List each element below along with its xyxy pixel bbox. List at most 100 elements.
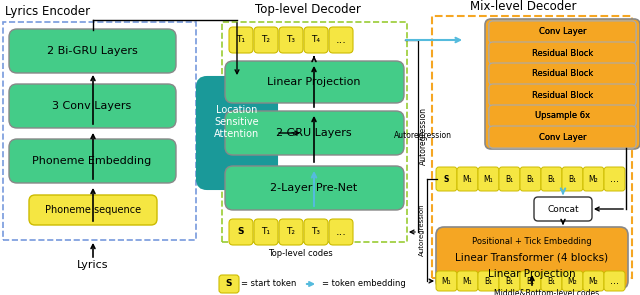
FancyBboxPatch shape	[225, 61, 404, 103]
Text: Conv Layer: Conv Layer	[539, 132, 586, 142]
FancyBboxPatch shape	[534, 197, 592, 221]
Text: Autoregression: Autoregression	[394, 132, 452, 140]
Text: T₂: T₂	[262, 35, 271, 45]
FancyBboxPatch shape	[489, 21, 636, 43]
Text: M₁: M₁	[463, 175, 472, 183]
FancyBboxPatch shape	[499, 271, 520, 291]
FancyBboxPatch shape	[562, 167, 583, 191]
FancyBboxPatch shape	[604, 167, 625, 191]
Text: B₁: B₁	[527, 175, 534, 183]
Text: Attention: Attention	[214, 129, 260, 139]
Bar	[3, 22, 196, 240]
FancyBboxPatch shape	[541, 167, 562, 191]
Text: Location: Location	[216, 105, 258, 115]
FancyBboxPatch shape	[254, 27, 278, 53]
FancyBboxPatch shape	[229, 219, 253, 245]
Text: Top-level codes: Top-level codes	[268, 250, 332, 258]
FancyBboxPatch shape	[329, 219, 353, 245]
Text: S: S	[444, 175, 449, 183]
FancyBboxPatch shape	[329, 27, 353, 53]
Text: 3 Conv Layers: 3 Conv Layers	[52, 101, 132, 111]
Text: M₂: M₂	[589, 276, 598, 286]
FancyBboxPatch shape	[436, 227, 628, 289]
Text: T₃: T₃	[287, 35, 296, 45]
Text: Conv Layer: Conv Layer	[539, 27, 586, 37]
Text: S: S	[237, 227, 244, 237]
Text: Sensitive: Sensitive	[214, 117, 259, 127]
FancyBboxPatch shape	[197, 77, 277, 189]
FancyBboxPatch shape	[457, 167, 478, 191]
Text: Lyrics: Lyrics	[77, 260, 109, 270]
Text: Concat: Concat	[547, 204, 579, 214]
Text: Autoregression: Autoregression	[419, 204, 425, 256]
Text: M₂: M₂	[589, 175, 598, 183]
Text: Positional + Tick Embedding: Positional + Tick Embedding	[472, 237, 592, 247]
FancyBboxPatch shape	[489, 126, 636, 148]
FancyBboxPatch shape	[9, 29, 176, 73]
Bar	[222, 22, 407, 242]
FancyBboxPatch shape	[489, 126, 636, 148]
Text: Residual Block: Residual Block	[532, 91, 593, 99]
FancyBboxPatch shape	[254, 219, 278, 245]
FancyBboxPatch shape	[541, 271, 562, 291]
Text: Residual Block: Residual Block	[532, 48, 593, 58]
Text: Residual Block: Residual Block	[532, 70, 593, 78]
Text: Conv Layer: Conv Layer	[539, 132, 586, 142]
Text: M₁: M₁	[484, 175, 493, 183]
Text: 2 Bi-GRU Layers: 2 Bi-GRU Layers	[47, 46, 138, 56]
Text: B₁: B₁	[506, 276, 513, 286]
Text: Middle&Bottom-level codes: Middle&Bottom-level codes	[495, 289, 600, 295]
FancyBboxPatch shape	[229, 27, 253, 53]
Text: Top-level Decoder: Top-level Decoder	[255, 2, 361, 16]
Text: B₁: B₁	[484, 276, 493, 286]
FancyBboxPatch shape	[489, 105, 636, 127]
Text: T₁: T₁	[237, 35, 246, 45]
FancyBboxPatch shape	[436, 167, 457, 191]
FancyBboxPatch shape	[9, 139, 176, 183]
Text: Phoneme Embedding: Phoneme Embedding	[33, 156, 152, 166]
Text: Conv Layer: Conv Layer	[539, 27, 586, 37]
Text: B₁: B₁	[506, 175, 513, 183]
FancyBboxPatch shape	[499, 167, 520, 191]
Text: Linear Projection: Linear Projection	[268, 77, 361, 87]
Text: Residual Block: Residual Block	[532, 91, 593, 99]
FancyBboxPatch shape	[520, 167, 541, 191]
FancyBboxPatch shape	[562, 271, 583, 291]
FancyBboxPatch shape	[219, 275, 239, 293]
Text: Lyrics Encoder: Lyrics Encoder	[5, 6, 90, 19]
Text: T₄: T₄	[312, 35, 321, 45]
Text: ...: ...	[335, 35, 346, 45]
FancyBboxPatch shape	[583, 167, 604, 191]
FancyBboxPatch shape	[304, 219, 328, 245]
Text: Residual Block: Residual Block	[532, 70, 593, 78]
FancyBboxPatch shape	[478, 167, 499, 191]
Text: T₁: T₁	[262, 227, 271, 237]
FancyBboxPatch shape	[604, 271, 625, 291]
FancyBboxPatch shape	[29, 195, 157, 225]
FancyBboxPatch shape	[9, 84, 176, 128]
Text: B₁: B₁	[547, 175, 556, 183]
Text: ...: ...	[610, 276, 619, 286]
Text: S: S	[226, 279, 232, 289]
FancyBboxPatch shape	[583, 271, 604, 291]
Text: T₂: T₂	[287, 227, 296, 237]
FancyBboxPatch shape	[279, 27, 303, 53]
FancyBboxPatch shape	[485, 19, 640, 149]
Text: M₂: M₂	[568, 276, 577, 286]
FancyBboxPatch shape	[489, 63, 636, 85]
FancyBboxPatch shape	[489, 63, 636, 85]
FancyBboxPatch shape	[304, 27, 328, 53]
Text: Upsample 6x: Upsample 6x	[535, 112, 590, 120]
Bar	[432, 16, 632, 278]
FancyBboxPatch shape	[478, 271, 499, 291]
FancyBboxPatch shape	[489, 42, 636, 64]
Text: Upsample 6x: Upsample 6x	[535, 112, 590, 120]
Text: = token embedding: = token embedding	[322, 279, 406, 289]
FancyBboxPatch shape	[225, 111, 404, 155]
Text: M₁: M₁	[442, 276, 451, 286]
FancyBboxPatch shape	[489, 84, 636, 106]
Text: Linear Transformer (4 blocks): Linear Transformer (4 blocks)	[456, 253, 609, 263]
Text: 2-Layer Pre-Net: 2-Layer Pre-Net	[270, 183, 358, 193]
Text: Mix-level Decoder: Mix-level Decoder	[470, 0, 577, 12]
FancyBboxPatch shape	[520, 271, 541, 291]
